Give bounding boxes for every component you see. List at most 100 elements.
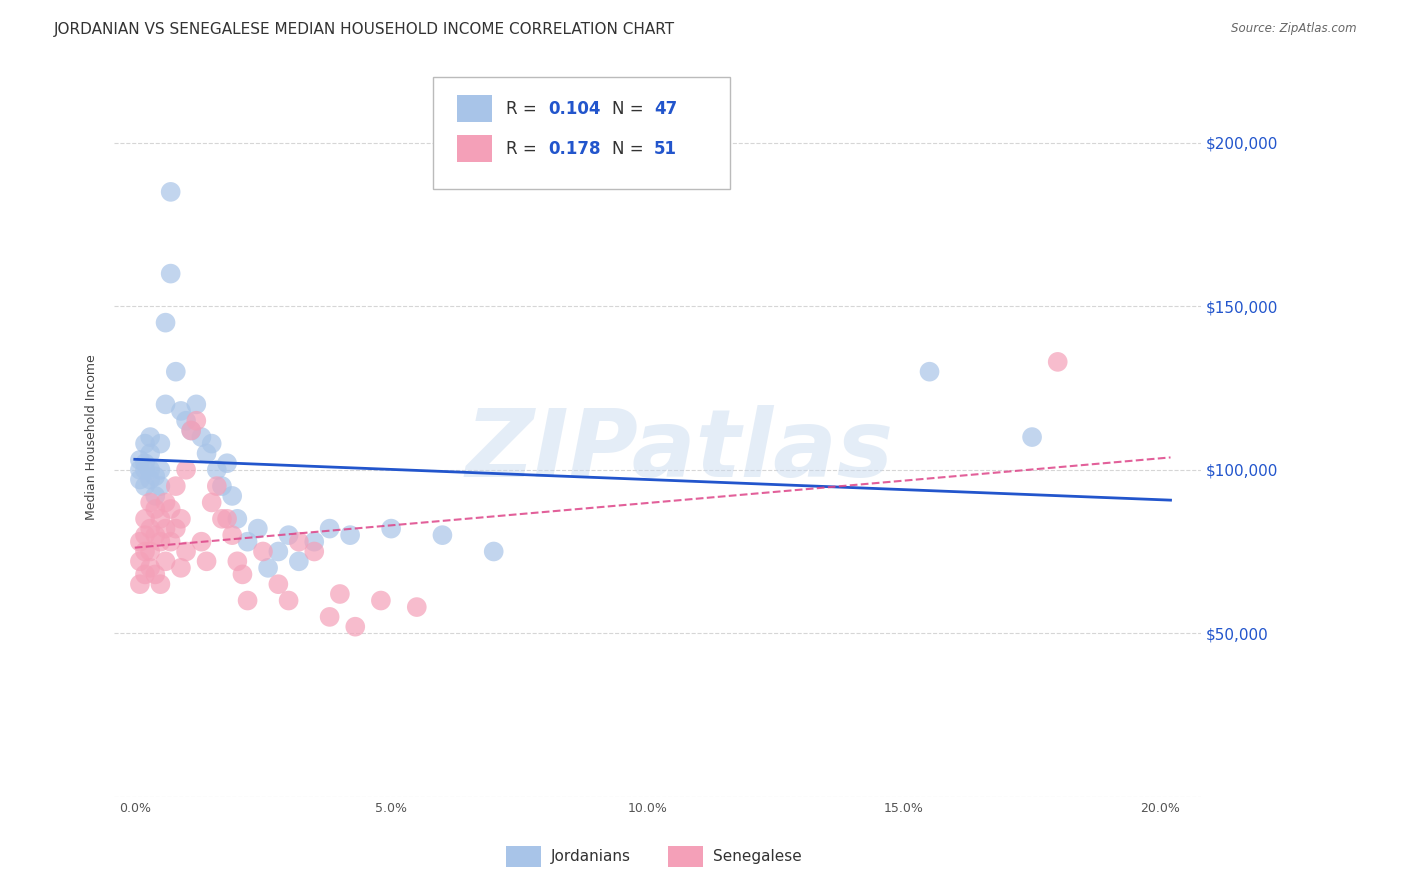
Point: [134, 479, 156, 493]
Text: R =: R =: [506, 140, 543, 158]
Text: Senegalese: Senegalese: [713, 849, 801, 863]
Point: [217, 456, 239, 470]
Point: [405, 600, 427, 615]
Point: [149, 534, 172, 549]
Point: [174, 463, 197, 477]
Point: [201, 436, 224, 450]
Text: 51: 51: [654, 140, 678, 158]
Point: [149, 512, 172, 526]
Point: [380, 522, 402, 536]
Point: [159, 185, 181, 199]
Point: [129, 463, 152, 477]
Point: [165, 479, 187, 493]
Point: [134, 436, 156, 450]
Point: [149, 436, 172, 450]
Point: [304, 534, 326, 549]
Point: [155, 495, 177, 509]
Point: [165, 522, 187, 536]
Point: [221, 489, 243, 503]
Point: [277, 593, 299, 607]
Point: [155, 316, 177, 330]
Point: [288, 534, 311, 549]
Point: [288, 554, 311, 568]
Point: [170, 561, 193, 575]
Point: [231, 567, 253, 582]
Point: [134, 512, 156, 526]
Text: Jordanians: Jordanians: [551, 849, 631, 863]
Point: [205, 479, 228, 493]
Point: [139, 446, 162, 460]
Point: [918, 365, 941, 379]
Point: [211, 479, 233, 493]
Point: [129, 473, 152, 487]
Point: [134, 463, 156, 477]
Point: [257, 561, 280, 575]
Point: [159, 502, 181, 516]
Text: Source: ZipAtlas.com: Source: ZipAtlas.com: [1232, 22, 1357, 36]
Point: [370, 593, 392, 607]
Text: N =: N =: [612, 100, 648, 118]
Point: [143, 469, 166, 483]
Point: [174, 414, 197, 428]
Point: [252, 544, 274, 558]
Point: [186, 397, 208, 411]
Text: 0.104: 0.104: [548, 100, 602, 118]
Point: [139, 522, 162, 536]
Point: [329, 587, 352, 601]
Point: [139, 463, 162, 477]
Point: [129, 554, 152, 568]
Point: [143, 567, 166, 582]
Point: [159, 534, 181, 549]
Point: [129, 577, 152, 591]
Point: [339, 528, 361, 542]
Point: [159, 267, 181, 281]
Text: 0.178: 0.178: [548, 140, 602, 158]
Point: [149, 577, 172, 591]
Point: [155, 554, 177, 568]
Point: [134, 528, 156, 542]
Point: [482, 544, 505, 558]
Point: [139, 544, 162, 558]
Point: [129, 534, 152, 549]
Point: [304, 544, 326, 558]
Point: [149, 463, 172, 477]
Text: 47: 47: [654, 100, 678, 118]
Point: [344, 620, 367, 634]
Point: [318, 610, 340, 624]
Point: [174, 544, 197, 558]
Point: [134, 567, 156, 582]
Text: N =: N =: [612, 140, 648, 158]
Point: [236, 593, 259, 607]
Point: [149, 479, 172, 493]
Point: [195, 446, 218, 460]
Point: [267, 577, 290, 591]
Point: [205, 463, 228, 477]
Point: [139, 473, 162, 487]
Point: [143, 489, 166, 503]
Point: [318, 522, 340, 536]
Point: [1021, 430, 1043, 444]
Point: [217, 512, 239, 526]
Point: [170, 512, 193, 526]
Point: [221, 528, 243, 542]
Point: [139, 495, 162, 509]
Point: [190, 534, 212, 549]
Point: [1046, 355, 1069, 369]
Text: ZIPatlas: ZIPatlas: [465, 406, 894, 498]
Y-axis label: Median Household Income: Median Household Income: [86, 354, 98, 520]
Point: [195, 554, 218, 568]
Point: [143, 502, 166, 516]
Point: [180, 424, 202, 438]
Point: [155, 522, 177, 536]
Point: [246, 522, 269, 536]
Point: [267, 544, 290, 558]
Point: [211, 512, 233, 526]
Point: [432, 528, 454, 542]
Point: [134, 544, 156, 558]
Text: JORDANIAN VS SENEGALESE MEDIAN HOUSEHOLD INCOME CORRELATION CHART: JORDANIAN VS SENEGALESE MEDIAN HOUSEHOLD…: [53, 22, 675, 37]
Point: [139, 561, 162, 575]
Point: [165, 365, 187, 379]
Point: [134, 456, 156, 470]
Point: [180, 424, 202, 438]
Point: [190, 430, 212, 444]
